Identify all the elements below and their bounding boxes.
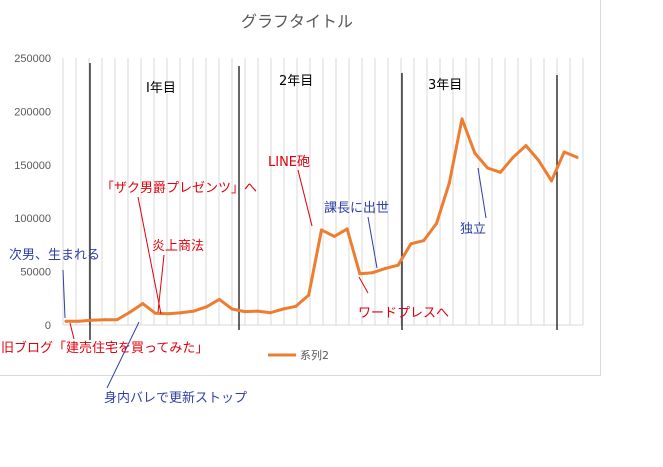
data-point <box>281 307 285 311</box>
leader-wordpress <box>358 276 369 294</box>
annotation-kacho: 課長に出世 <box>324 200 389 216</box>
data-point <box>422 239 426 243</box>
y-tick-label: 250000 <box>14 53 51 65</box>
leader-zaku <box>137 196 162 315</box>
data-point <box>77 319 81 323</box>
data-point <box>562 150 566 154</box>
data-point <box>447 181 451 185</box>
data-point <box>434 222 438 226</box>
data-point <box>102 318 106 322</box>
data-point <box>524 144 528 148</box>
y-tick-label: 150000 <box>14 160 51 172</box>
data-point <box>537 159 541 163</box>
y-axis-ticks: 0 50000 100000 150000 200000 250000 <box>14 53 51 332</box>
data-point <box>141 302 145 306</box>
leader-line <box>297 169 313 227</box>
y-tick-label: 50000 <box>20 267 51 279</box>
data-point <box>358 272 362 276</box>
annotation-wordpress: ワードプレスへ <box>358 306 449 321</box>
data-point <box>473 151 477 155</box>
data-point <box>217 297 221 301</box>
data-point <box>205 305 209 309</box>
grid <box>62 58 584 326</box>
data-point <box>460 117 464 121</box>
leader-old-blog <box>69 322 75 340</box>
data-point <box>153 311 157 315</box>
data-point <box>409 242 413 246</box>
leader-enjo <box>157 254 165 313</box>
data-point <box>575 155 579 159</box>
leader-birth <box>62 269 66 319</box>
y-tick-label: 100000 <box>14 213 51 225</box>
series-layer <box>64 117 579 323</box>
annotation-zaku: 「ザク男爵プレゼンツ」へ <box>101 181 257 196</box>
data-point <box>166 312 170 316</box>
annotation-line: LINE砲 <box>268 155 310 170</box>
data-point <box>332 234 336 238</box>
y-tick-label: 0 <box>45 320 51 332</box>
data-point <box>396 263 400 267</box>
data-point <box>511 155 515 159</box>
data-point <box>256 309 260 313</box>
data-point <box>115 318 119 322</box>
data-point <box>371 271 375 275</box>
chart-frame <box>0 0 601 376</box>
data-point <box>230 307 234 311</box>
year-label-3: 3年目 <box>428 78 462 93</box>
y-tick-label: 200000 <box>14 106 51 118</box>
data-point <box>243 310 247 314</box>
data-point <box>307 293 311 297</box>
data-point <box>268 311 272 315</box>
data-point <box>64 319 68 323</box>
annotation-dokuritsu: 独立 <box>460 222 486 237</box>
legend-label: 系列2 <box>300 348 329 362</box>
data-point <box>192 309 196 313</box>
data-point <box>179 311 183 315</box>
leader-family <box>106 321 140 389</box>
annotation-enjo: 炎上商法 <box>152 239 204 254</box>
year-dividers <box>89 63 558 340</box>
annotation-family: 身内バレで更新ストップ <box>104 390 247 406</box>
leader-kacho <box>367 216 378 269</box>
data-point <box>128 310 132 314</box>
data-point <box>549 179 553 183</box>
annotation-old-blog: 旧ブログ「建売住宅を買ってみた」 <box>1 340 208 356</box>
chart-title: グラフタイトル <box>241 12 353 31</box>
data-point <box>294 304 298 308</box>
leader-dokuritsu <box>477 167 487 219</box>
year-label-1: I年目 <box>146 81 176 96</box>
data-point <box>345 227 349 231</box>
data-point <box>383 266 387 270</box>
year-label-2: 2年目 <box>279 74 313 89</box>
data-point <box>486 166 490 170</box>
data-point <box>90 318 94 322</box>
data-point <box>498 170 502 174</box>
data-point <box>320 228 323 232</box>
annotation-birth: 次男、生まれる <box>9 247 100 263</box>
